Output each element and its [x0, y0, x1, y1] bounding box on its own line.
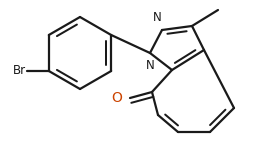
- Text: O: O: [111, 91, 122, 105]
- Text: N: N: [146, 59, 154, 72]
- Text: Br: Br: [13, 64, 26, 78]
- Text: N: N: [153, 11, 161, 24]
